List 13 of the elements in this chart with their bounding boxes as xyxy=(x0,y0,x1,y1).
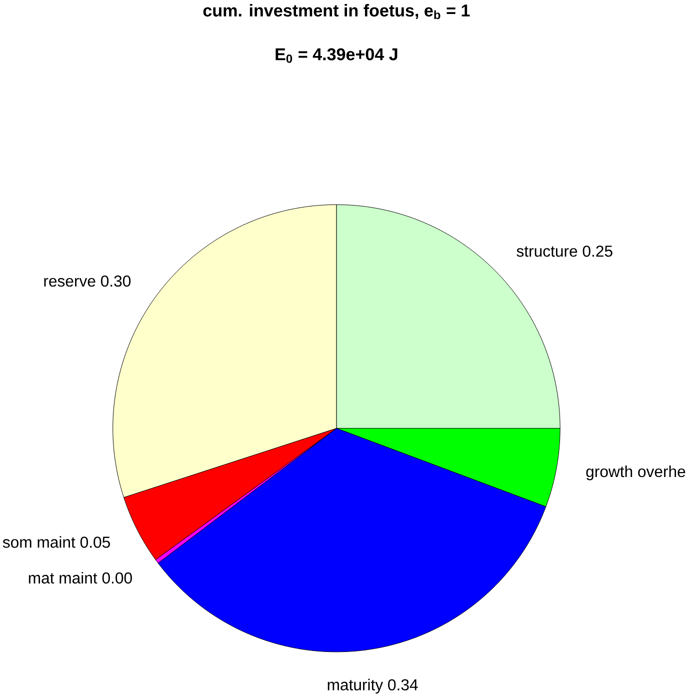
data-label: 0.25 xyxy=(582,246,612,257)
slice-label: mat maint xyxy=(28,572,98,584)
data-label: 0.34 xyxy=(388,679,418,690)
slice-label: growth overhe xyxy=(586,466,685,480)
slice-label: som maint xyxy=(2,536,76,548)
slice-label: structure xyxy=(516,246,577,257)
chart-title: cum. investment in foetus, e$_{b}$ = 1 xyxy=(203,4,470,20)
chart-subtitle: E$_{0}$ = 4.39e+04 J xyxy=(276,48,398,63)
slice-label: reserve xyxy=(44,278,96,287)
data-label: 0.05 xyxy=(80,536,110,548)
data-label: 0.30 xyxy=(100,275,130,287)
data-label: 0.00 xyxy=(102,572,132,584)
slice-label: maturity xyxy=(328,678,383,694)
